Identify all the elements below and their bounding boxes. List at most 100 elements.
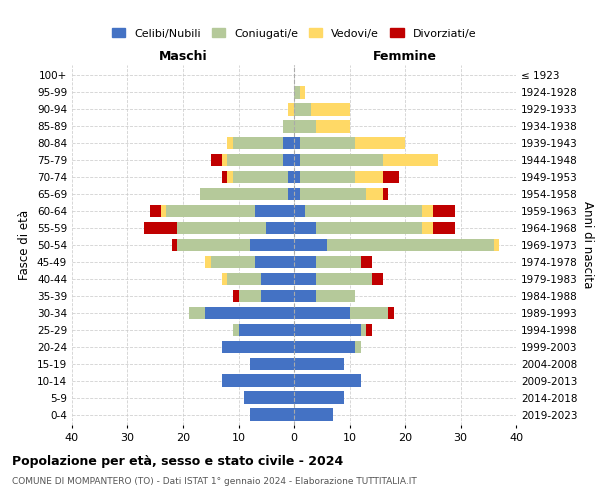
Y-axis label: Anni di nascita: Anni di nascita xyxy=(581,202,594,288)
Bar xyxy=(161,204,166,218)
Bar xyxy=(260,272,294,285)
Bar xyxy=(222,154,227,166)
Bar xyxy=(294,340,355,353)
Bar xyxy=(283,154,294,166)
Bar xyxy=(294,238,328,252)
Bar xyxy=(383,188,388,200)
Bar xyxy=(422,204,433,218)
Bar xyxy=(294,222,316,234)
Bar xyxy=(233,324,239,336)
Bar xyxy=(172,238,178,252)
Bar xyxy=(355,170,383,183)
Bar xyxy=(233,136,283,149)
Bar xyxy=(211,154,222,166)
Bar xyxy=(255,204,294,218)
Bar xyxy=(316,120,349,132)
Bar xyxy=(294,358,344,370)
Bar xyxy=(250,408,294,421)
Bar xyxy=(422,222,433,234)
Bar xyxy=(383,154,438,166)
Bar xyxy=(299,154,383,166)
Bar xyxy=(494,238,499,252)
Bar xyxy=(349,306,388,320)
Bar xyxy=(294,392,344,404)
Bar xyxy=(222,374,294,387)
Bar xyxy=(294,103,311,116)
Bar xyxy=(299,136,355,149)
Bar xyxy=(211,256,255,268)
Bar xyxy=(294,136,299,149)
Bar xyxy=(233,290,239,302)
Bar xyxy=(294,188,299,200)
Bar xyxy=(178,222,266,234)
Bar xyxy=(361,256,372,268)
Bar xyxy=(316,256,361,268)
Bar xyxy=(294,154,299,166)
Bar xyxy=(283,136,294,149)
Bar xyxy=(299,170,355,183)
Bar xyxy=(255,256,294,268)
Text: Maschi: Maschi xyxy=(158,50,208,64)
Bar xyxy=(328,238,494,252)
Y-axis label: Fasce di età: Fasce di età xyxy=(19,210,31,280)
Bar xyxy=(250,238,294,252)
Bar xyxy=(178,238,250,252)
Bar xyxy=(227,154,283,166)
Bar xyxy=(144,222,178,234)
Bar xyxy=(266,222,294,234)
Bar xyxy=(260,290,294,302)
Bar xyxy=(200,188,289,200)
Bar xyxy=(289,103,294,116)
Bar xyxy=(355,136,405,149)
Bar xyxy=(294,256,316,268)
Bar xyxy=(294,324,361,336)
Text: COMUNE DI MOMPANTERO (TO) - Dati ISTAT 1° gennaio 2024 - Elaborazione TUTTITALIA: COMUNE DI MOMPANTERO (TO) - Dati ISTAT 1… xyxy=(12,478,417,486)
Bar xyxy=(250,358,294,370)
Bar xyxy=(316,290,355,302)
Bar xyxy=(283,120,294,132)
Text: Popolazione per età, sesso e stato civile - 2024: Popolazione per età, sesso e stato civil… xyxy=(12,455,343,468)
Bar xyxy=(294,290,316,302)
Bar xyxy=(294,306,349,320)
Bar xyxy=(294,374,361,387)
Bar xyxy=(150,204,161,218)
Bar xyxy=(361,324,366,336)
Bar xyxy=(366,188,383,200)
Bar xyxy=(316,222,422,234)
Bar xyxy=(294,170,299,183)
Bar xyxy=(388,306,394,320)
Bar xyxy=(316,272,372,285)
Bar xyxy=(299,86,305,99)
Bar xyxy=(294,120,316,132)
Bar xyxy=(294,272,316,285)
Bar xyxy=(366,324,372,336)
Bar xyxy=(222,170,227,183)
Bar xyxy=(205,256,211,268)
Bar xyxy=(205,306,294,320)
Text: Femmine: Femmine xyxy=(373,50,437,64)
Bar xyxy=(289,170,294,183)
Bar xyxy=(299,188,366,200)
Legend: Celibi/Nubili, Coniugati/e, Vedovi/e, Divorziati/e: Celibi/Nubili, Coniugati/e, Vedovi/e, Di… xyxy=(107,24,481,43)
Bar xyxy=(383,170,400,183)
Bar xyxy=(227,272,260,285)
Bar xyxy=(222,340,294,353)
Bar xyxy=(233,170,289,183)
Bar xyxy=(239,290,260,302)
Bar xyxy=(311,103,349,116)
Bar xyxy=(294,86,299,99)
Bar xyxy=(294,204,305,218)
Bar xyxy=(227,170,233,183)
Bar xyxy=(244,392,294,404)
Bar xyxy=(372,272,383,285)
Bar xyxy=(289,188,294,200)
Bar xyxy=(355,340,361,353)
Bar xyxy=(433,222,455,234)
Bar xyxy=(222,272,227,285)
Bar xyxy=(305,204,422,218)
Bar xyxy=(188,306,205,320)
Bar xyxy=(294,408,333,421)
Bar xyxy=(433,204,455,218)
Bar xyxy=(239,324,294,336)
Bar xyxy=(166,204,255,218)
